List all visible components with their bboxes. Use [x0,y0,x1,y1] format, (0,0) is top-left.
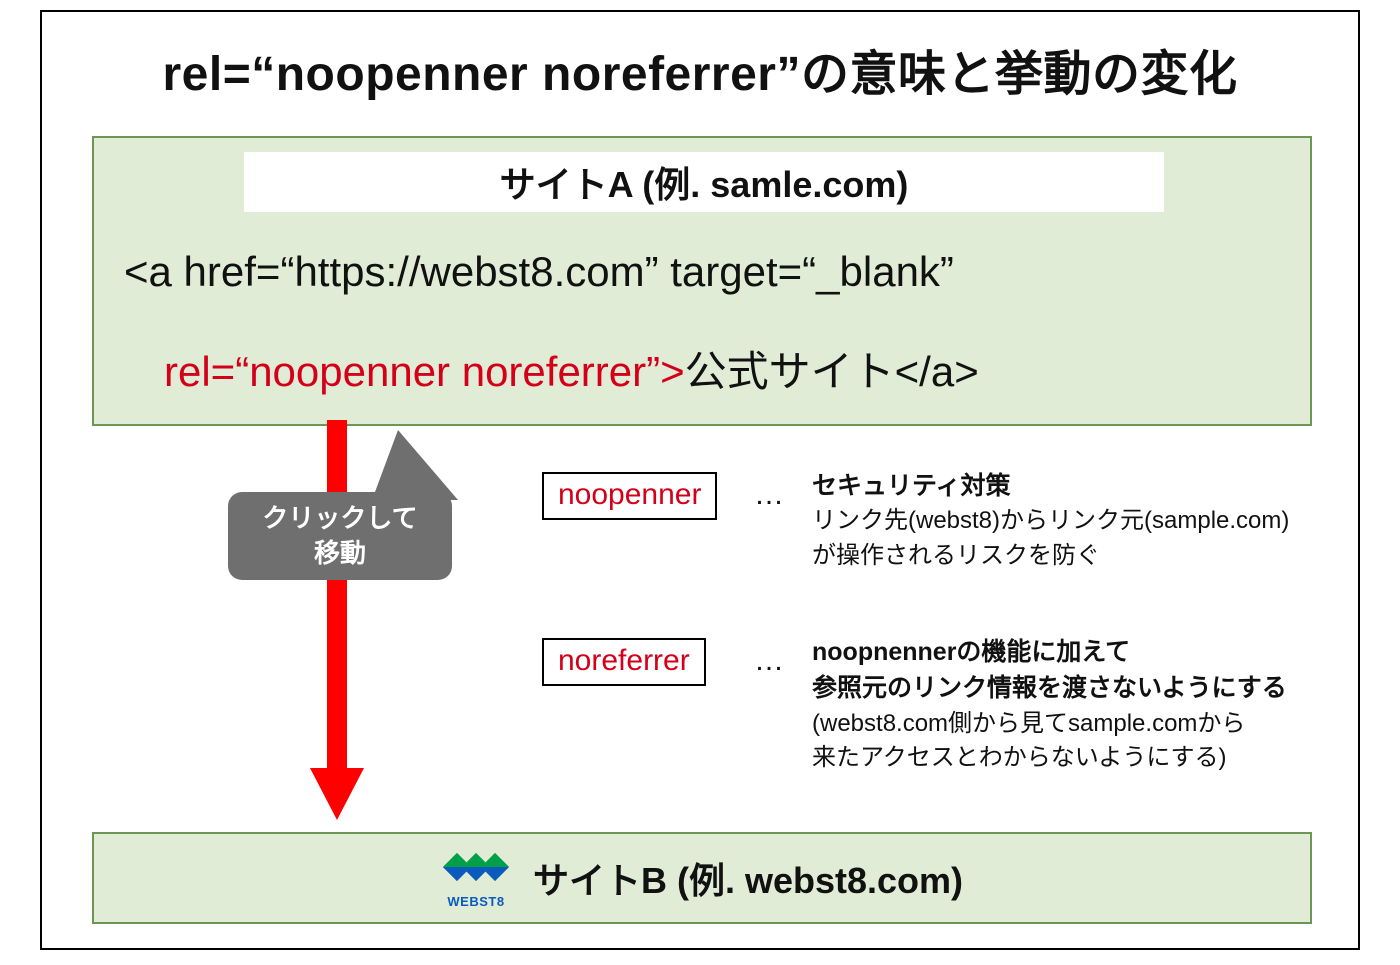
webst8-logo-icon [441,849,511,893]
site-b-panel: WEBST8 サイトB (例. webst8.com) [92,832,1312,924]
noopenner-tag: noopenner [542,472,717,520]
code-rel-attr: rel=“noopenner noreferrer”> [164,348,685,395]
code-line-2: rel=“noopenner noreferrer”>公式サイト</a> [164,338,979,399]
site-a-panel: サイトA (例. samle.com) <a href=“https://web… [92,136,1312,426]
noreferrer-tag: noreferrer [542,638,706,686]
webst8-logo: WEBST8 [441,849,511,908]
webst8-logo-text: WEBST8 [447,895,504,908]
code-link-text: 公式サイト</a> [685,348,979,395]
diagram-frame: rel=“noopenner noreferrer”の意味と挙動の変化 サイトA… [40,10,1360,950]
def1-line1: セキュリティ対策 [812,468,1289,504]
click-callout: クリックして 移動 [228,492,452,580]
def2-line2: 参照元のリンク情報を渡さないようにする [812,670,1287,706]
def2-line3: (webst8.com側から見てsample.comから [812,707,1287,742]
site-a-label-box: サイトA (例. samle.com) [244,152,1164,212]
callout-text: クリックして 移動 [262,501,417,571]
def1-line3: が操作されるリスクを防ぐ [812,539,1289,574]
def2-dots: … [754,644,784,678]
def1-line2: リンク先(webst8)からリンク元(sample.com) [812,504,1289,539]
callout-tail [372,430,458,500]
site-b-label: サイトB (例. webst8.com) [533,852,963,904]
down-arrow-icon [307,420,367,820]
def2-line1: noopnennerの機能に加えて [812,634,1287,670]
code-line-1: <a href=“https://webst8.com” target=“_bl… [124,248,954,296]
noopenner-desc: セキュリティ対策 リンク先(webst8)からリンク元(sample.com) … [812,468,1289,574]
page-title: rel=“noopenner noreferrer”の意味と挙動の変化 [42,34,1358,104]
noreferrer-desc: noopnennerの機能に加えて 参照元のリンク情報を渡さないようにする (w… [812,634,1287,776]
def1-dots: … [754,478,784,512]
def2-line4: 来たアクセスとわからないようにする) [812,741,1287,776]
site-a-label: サイトA (例. samle.com) [500,156,909,208]
